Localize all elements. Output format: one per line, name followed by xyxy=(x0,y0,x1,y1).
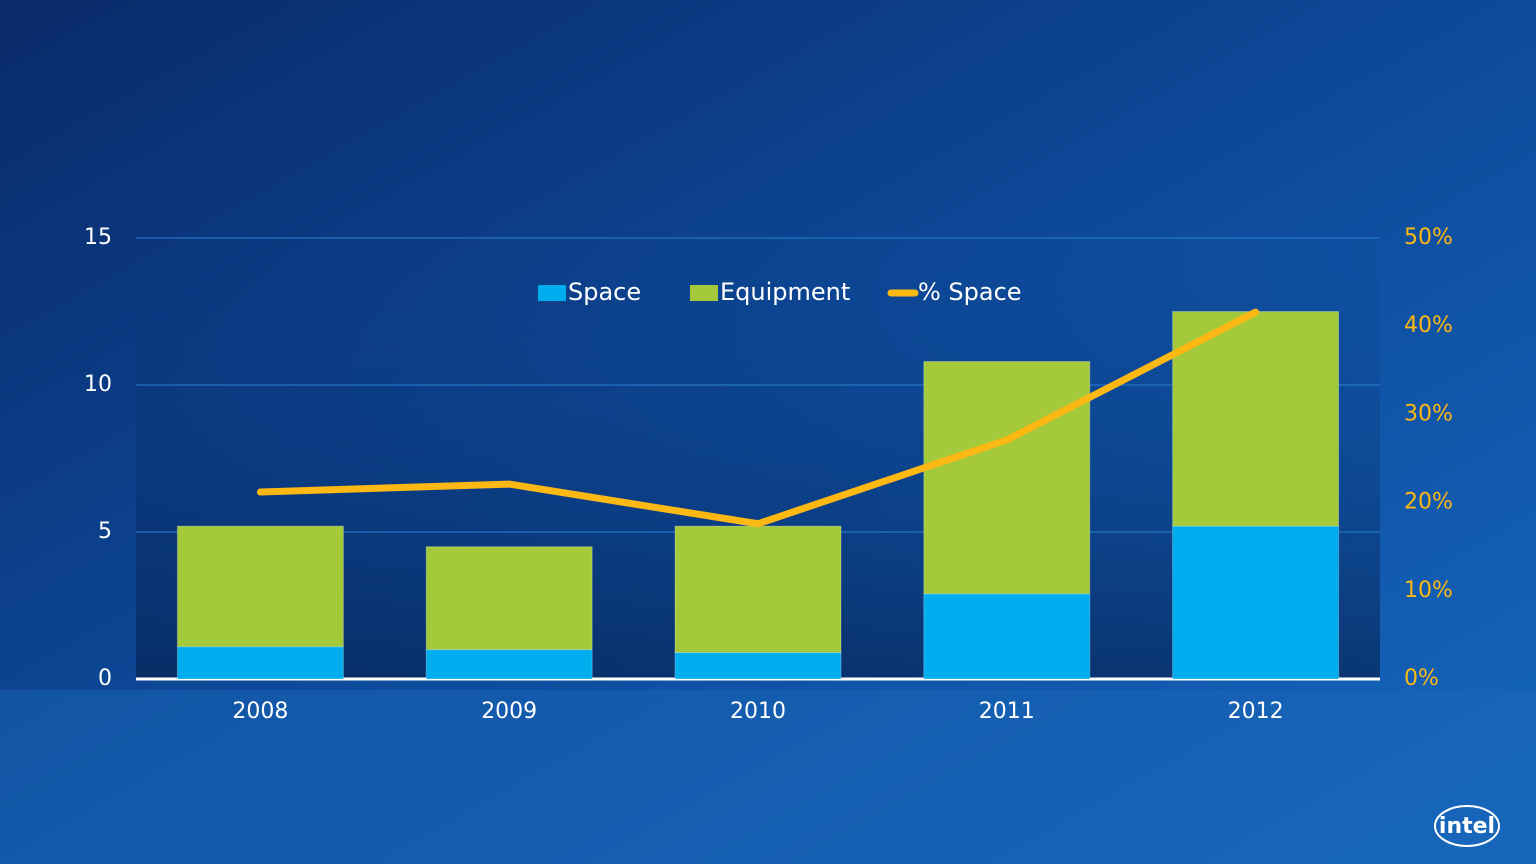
legend-label: Space xyxy=(568,278,641,306)
bar xyxy=(176,646,344,680)
y-tick-label: 15 xyxy=(84,225,112,250)
y2-tick-label: 40% xyxy=(1404,313,1453,338)
bar xyxy=(674,525,842,654)
x-tick-label: 2010 xyxy=(730,699,786,724)
logo: intel xyxy=(1439,814,1495,839)
y2-tick-label: 0% xyxy=(1404,666,1439,691)
line xyxy=(256,308,1260,528)
x-tick-label: 2008 xyxy=(232,699,288,724)
y2-tick-label: 50% xyxy=(1404,225,1453,250)
bar xyxy=(425,546,593,651)
legend-label: Equipment xyxy=(720,278,850,306)
logo-ring xyxy=(1434,805,1500,847)
bar xyxy=(674,652,842,680)
legend-label: % Space xyxy=(918,278,1022,306)
y-tick-label: 10 xyxy=(84,372,112,397)
x-tick-label: 2009 xyxy=(481,699,537,724)
y2-tick-label: 10% xyxy=(1404,578,1453,603)
y2-tick-label: 20% xyxy=(1404,490,1453,515)
y2-tick-label: 30% xyxy=(1404,401,1453,426)
bar xyxy=(923,593,1091,680)
x-tick-label: 2011 xyxy=(979,699,1035,724)
legend-swatch xyxy=(538,285,566,301)
legend-swatch xyxy=(690,285,718,301)
y-tick-label: 0 xyxy=(98,666,112,691)
bar xyxy=(1172,525,1340,680)
bar xyxy=(176,525,344,648)
x-tick-label: 2012 xyxy=(1228,699,1284,724)
floor xyxy=(0,690,1536,864)
bar xyxy=(923,360,1091,595)
bar xyxy=(425,649,593,680)
bar xyxy=(1172,311,1340,527)
y-tick-label: 5 xyxy=(98,519,112,544)
